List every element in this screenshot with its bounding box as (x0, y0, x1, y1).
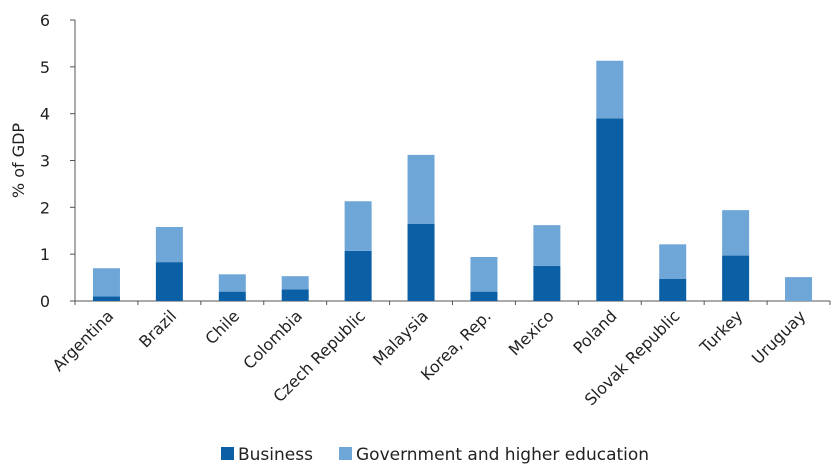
bar-government-segment (155, 227, 183, 263)
bar-government-segment (344, 201, 372, 251)
bar-government-segment (722, 210, 750, 256)
x-category-label: Malaysia (369, 306, 432, 369)
y-tick-label: 2 (40, 198, 50, 217)
bar-government-segment (92, 268, 120, 297)
y-tick-label: 6 (40, 11, 50, 30)
x-category-label: Chile (201, 306, 243, 348)
y-tick-label: 4 (40, 105, 50, 124)
y-axis-title: % of GDP (9, 123, 28, 199)
bar-business-segment (281, 289, 309, 301)
bar-government-segment (785, 277, 813, 301)
x-category-label: Argentina (49, 306, 118, 375)
legend-label-business: Business (238, 445, 313, 465)
bar-business-segment (407, 223, 435, 301)
legend-swatch-government (339, 447, 352, 460)
bar-government-segment (596, 60, 624, 119)
x-category-label: Mexico (505, 306, 558, 359)
x-category-label: Brazil (135, 306, 180, 351)
bar-government-segment (470, 256, 498, 292)
bar-government-segment (533, 225, 561, 266)
x-category-label: Uruguay (748, 306, 810, 368)
bar-business-segment (596, 118, 624, 301)
bar-business-segment (722, 255, 750, 301)
legend-label-government: Government and higher education (356, 445, 649, 465)
bar-government-segment (281, 276, 309, 290)
y-tick-label: 0 (40, 292, 50, 311)
legend-swatch-business (221, 447, 234, 460)
bar-business-segment (344, 250, 372, 301)
bar-government-segment (659, 244, 687, 279)
bar-business-segment (155, 262, 183, 301)
bar-business-segment (533, 265, 561, 301)
bar-business-segment (659, 278, 687, 301)
bar-government-segment (407, 154, 435, 224)
bar-business-segment (470, 291, 498, 301)
bar-business-segment (218, 291, 246, 301)
x-category-label: Poland (569, 306, 620, 357)
y-tick-label: 1 (40, 245, 50, 264)
bar-government-segment (218, 274, 246, 292)
y-tick-label: 3 (40, 152, 50, 171)
x-category-label: Colombia (239, 306, 306, 373)
x-category-label: Turkey (695, 306, 746, 357)
bar-business-segment (92, 296, 120, 301)
chart-axes: 0 1 2 3 4 5 6 % of GDP (9, 11, 831, 311)
chart-legend: Business Government and higher education (221, 445, 649, 465)
chart-bars (92, 60, 813, 301)
y-tick-label: 5 (40, 58, 50, 77)
